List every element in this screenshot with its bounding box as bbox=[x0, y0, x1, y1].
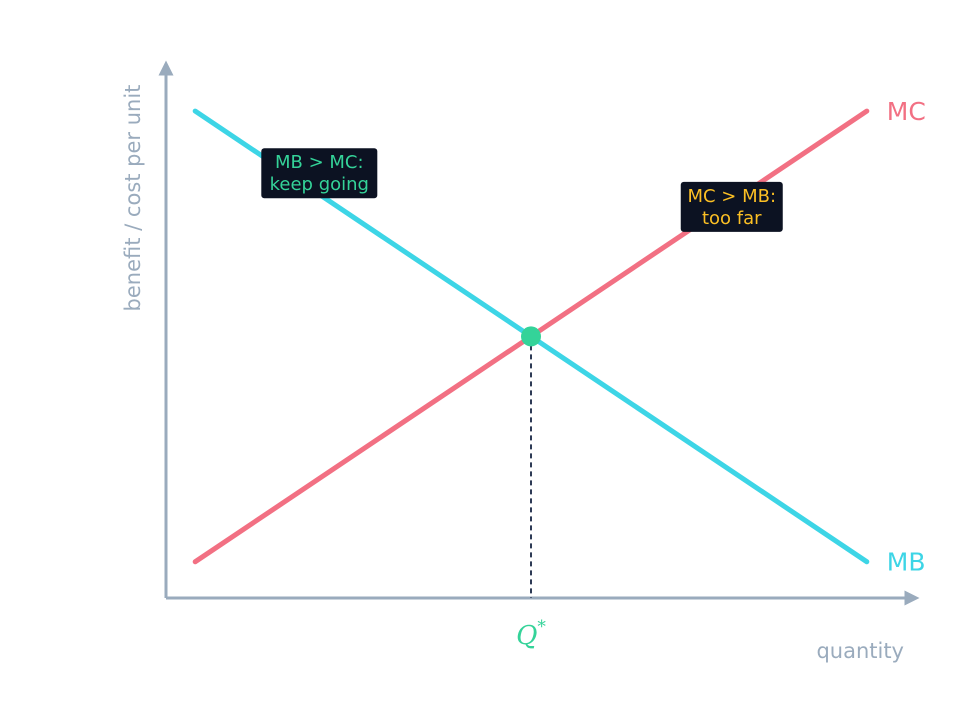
annotation-keep-going: MB > MC: keep going bbox=[261, 148, 378, 199]
equilibrium-tick-main: Q bbox=[516, 621, 537, 651]
equilibrium-tick-label: Q* bbox=[516, 617, 546, 651]
equilibrium-point bbox=[521, 326, 541, 347]
series-mb-label: MB bbox=[887, 548, 926, 577]
annotation-too-far: MC > MB: too far bbox=[680, 181, 783, 232]
annotation-keep-going-box bbox=[261, 148, 378, 199]
annotation-too-far-box bbox=[680, 181, 783, 232]
equilibrium-tick-superscript: * bbox=[537, 617, 546, 637]
annotation-too-far-line-2: too far bbox=[702, 208, 762, 229]
annotation-keep-going-line-2: keep going bbox=[270, 174, 369, 195]
y-axis-label: benefit / cost per unit bbox=[121, 85, 145, 312]
annotation-too-far-line-1: MC > MB: bbox=[687, 186, 776, 207]
annotation-keep-going-line-1: MB > MC: bbox=[275, 152, 364, 173]
x-axis-label: quantity bbox=[816, 639, 904, 663]
series-mc-label: MC bbox=[887, 97, 926, 126]
